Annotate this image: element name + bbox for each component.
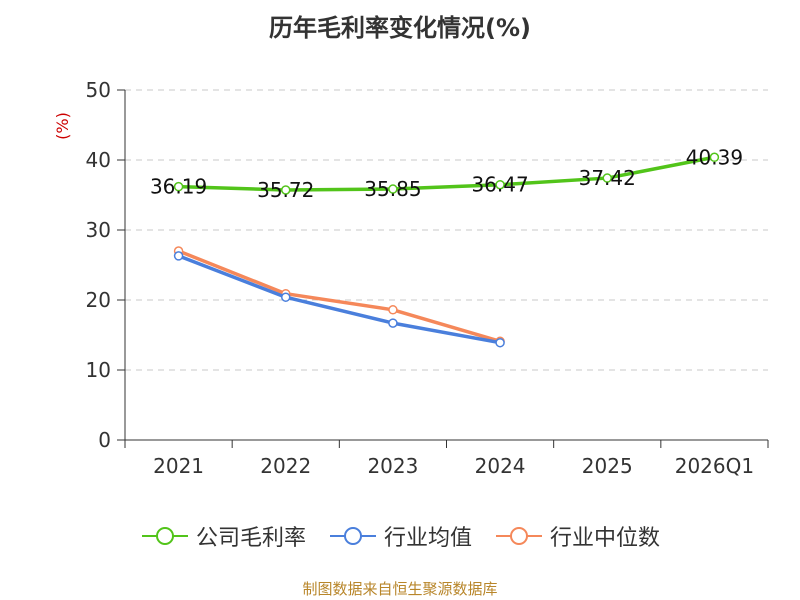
legend-swatch-circle (343, 527, 362, 545)
legend-item[interactable]: 公司毛利率 (140, 520, 306, 552)
data-point (173, 181, 184, 192)
legend-swatch-icon (329, 527, 376, 545)
label-layer: 36.19 35.72 35.85 36.47 37.42 40.39 (150, 145, 743, 202)
series-line (176, 249, 502, 344)
data-point (388, 305, 398, 315)
x-tick-label: 2026Q1 (675, 454, 754, 478)
y-tick-label: 10 (86, 358, 111, 382)
x-tick-label: 2025 (582, 454, 633, 478)
data-point (281, 185, 291, 195)
x-tick-label: 2022 (260, 454, 311, 478)
data-label: 40.39 (686, 145, 743, 169)
data-label: 36.47 (471, 173, 528, 197)
source-note: 制图数据来自恒生聚源数据库 (302, 580, 498, 598)
grid-layer (125, 89, 768, 371)
legend-label: 行业中位数 (550, 526, 661, 551)
y-tick-label: 20 (86, 288, 111, 312)
legend: 公司毛利率 行业均值 行业中位数 (0, 520, 800, 552)
data-point (388, 318, 398, 328)
legend-swatch-circle (155, 527, 174, 545)
data-point (173, 251, 184, 261)
data-label: 37.42 (579, 166, 636, 190)
y-tick-label: 40 (86, 148, 111, 172)
legend-label: 行业均值 (383, 526, 472, 551)
series-line (176, 254, 502, 345)
legend-item[interactable]: 行业均值 (328, 520, 472, 552)
data-point (495, 179, 505, 190)
legend-label: 公司毛利率 (195, 526, 306, 551)
chart-title: 历年毛利率变化情况(%) (269, 14, 531, 42)
data-point (388, 184, 398, 194)
x-tick-label: 2023 (367, 454, 418, 478)
legend-swatch-icon (496, 527, 542, 545)
data-label: 36.19 (150, 175, 207, 199)
x-tick-label: 2024 (475, 454, 526, 478)
data-point (281, 292, 291, 302)
data-label: 35.85 (364, 177, 421, 201)
y-tick-label: 50 (86, 78, 111, 102)
data-label: 35.72 (257, 178, 314, 202)
axis-layer: 0 10 20 30 40 50 2021 2022 2023 2024 2025 2026Q1 (%) (53, 78, 769, 478)
series-layer (173, 152, 720, 348)
legend-swatch-icon (141, 527, 188, 545)
y-tick-label: 30 (86, 218, 111, 242)
y-axis-unit-label: (%) (53, 112, 72, 140)
y-tick-label: 0 (98, 428, 111, 452)
legend-swatch-circle (510, 527, 528, 545)
data-point (709, 152, 720, 163)
x-tick-label: 2021 (153, 454, 204, 478)
legend-item[interactable]: 行业中位数 (494, 520, 660, 552)
series-line (176, 155, 717, 192)
data-point (495, 337, 505, 348)
data-point (602, 173, 612, 183)
